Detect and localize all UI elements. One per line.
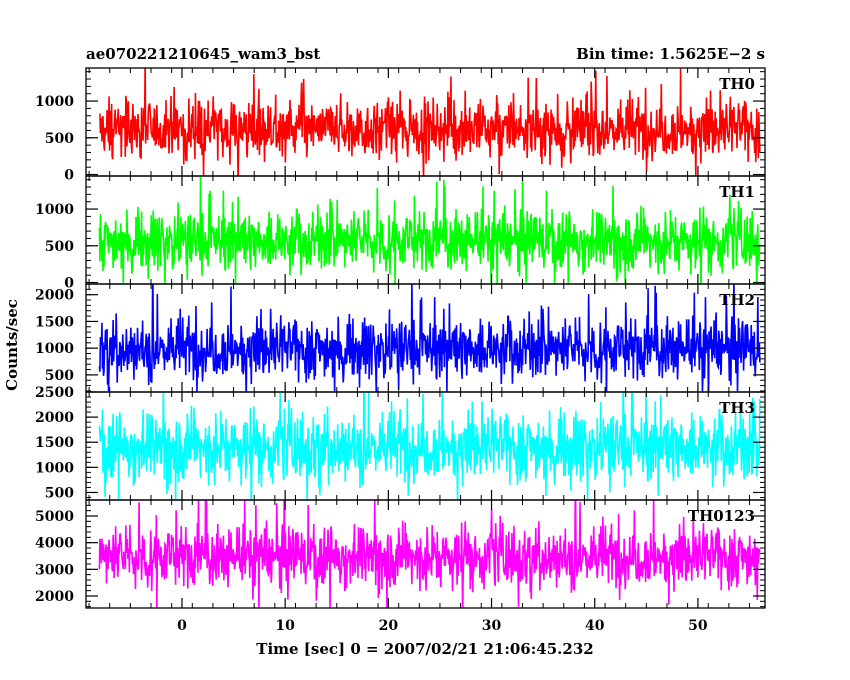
panels-group: 0 500 1000 TH0 0 500 1000 TH1 500 1000 1500 2000 TH2… xyxy=(35,67,766,609)
y-tick-label: 1500 xyxy=(35,314,74,330)
bin-time-label: Bin time: 1.5625E−2 s xyxy=(576,45,765,63)
x-axis: 0 10 20 30 40 50 xyxy=(177,618,708,634)
x-tick-label: 20 xyxy=(379,618,399,634)
channel-label-th0123: TH0123 xyxy=(688,507,755,525)
y-tick-label: 5000 xyxy=(35,509,74,525)
panel-th2: 500 1000 1500 2000 TH2 xyxy=(35,283,766,393)
y-tick-label: 1000 xyxy=(35,460,74,476)
y-tick-label: 2000 xyxy=(35,589,74,605)
series-th0 xyxy=(99,68,761,176)
y-tick-label: 500 xyxy=(45,239,74,255)
y-axis-label: Counts/sec xyxy=(3,299,21,391)
y-tick-label: 1000 xyxy=(35,341,74,357)
y-tick-label: 500 xyxy=(45,368,74,384)
series-th2 xyxy=(98,284,761,392)
series-th3 xyxy=(98,392,761,500)
y-tick-label: 2000 xyxy=(35,288,74,304)
x-tick-label: 10 xyxy=(275,618,295,634)
channel-label-th3: TH3 xyxy=(719,399,755,417)
plot-title: ae070221210645_wam3_bst xyxy=(86,45,320,63)
x-tick-label: 50 xyxy=(688,618,708,634)
panel-frame xyxy=(85,499,766,609)
y-tick-label: 1000 xyxy=(35,202,74,218)
panel-th3: 500 1000 1500 2000 2500 TH3 xyxy=(35,385,766,501)
y-tick-label: 1000 xyxy=(35,94,74,110)
x-axis-label: Time [sec] 0 = 2007/02/21 21:06:45.232 xyxy=(256,640,593,658)
y-tick-label: 0 xyxy=(64,168,74,184)
series-th1 xyxy=(98,176,761,284)
y-tick-label: 2500 xyxy=(35,385,74,401)
x-tick-label: 40 xyxy=(585,618,605,634)
y-tick-label: 500 xyxy=(45,131,74,147)
x-tick-label: 0 xyxy=(177,618,187,634)
y-tick-label: 4000 xyxy=(35,536,74,552)
panel-th0: 0 500 1000 TH0 xyxy=(35,67,766,184)
panel-th1: 0 500 1000 TH1 xyxy=(35,175,766,292)
y-tick-label: 2000 xyxy=(35,410,74,426)
y-tick-label: 0 xyxy=(64,276,74,292)
y-tick-label: 3000 xyxy=(35,562,74,578)
series-th0123 xyxy=(98,500,761,608)
panel-th0123: 2000 3000 4000 5000 TH0123 xyxy=(35,499,766,609)
channel-label-th2: TH2 xyxy=(719,291,755,309)
channel-label-th0: TH0 xyxy=(719,75,755,93)
y-tick-label: 1500 xyxy=(35,435,74,451)
x-tick-label: 30 xyxy=(482,618,502,634)
y-tick-label: 500 xyxy=(45,485,74,501)
channel-label-th1: TH1 xyxy=(719,183,755,201)
